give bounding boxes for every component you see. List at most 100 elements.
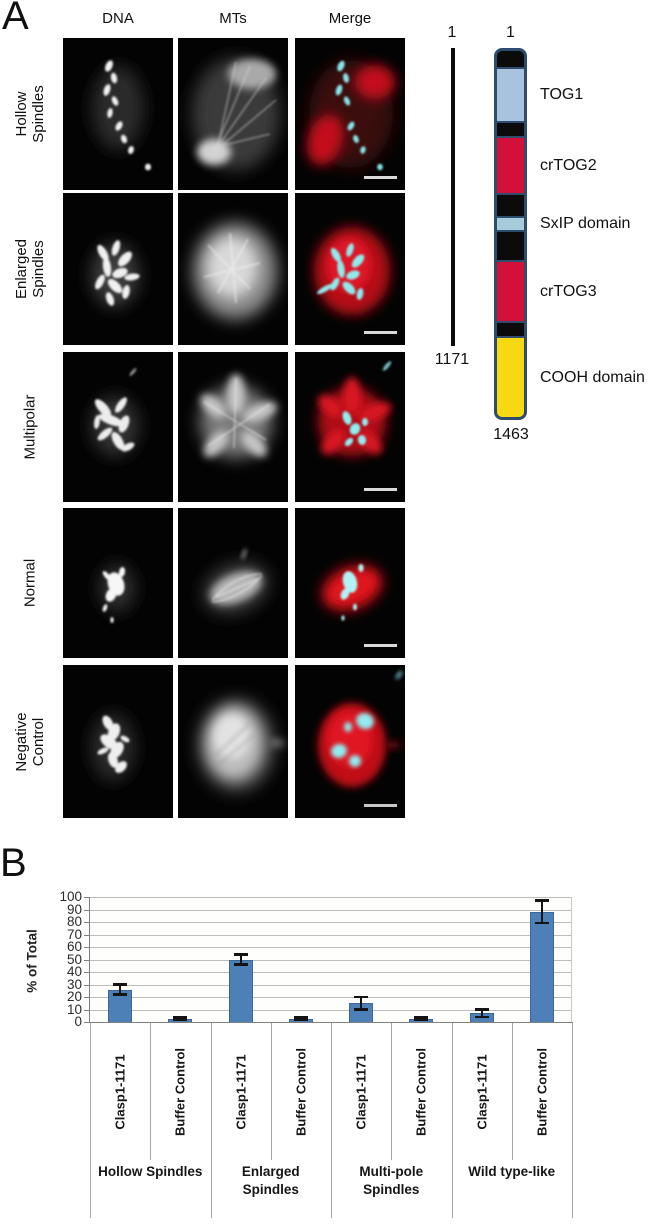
y-tick-mark-100 [84,897,89,898]
micrograph-hollow-spindles-mts [178,38,288,190]
y-tick-label-50: 50 [66,951,82,967]
x-axis-line [89,1022,573,1023]
reference-bar-end-number: 1171 [434,351,470,368]
y-tick-mark-50 [84,959,89,961]
micrograph-normal-merge [295,508,405,658]
domain-bar-start-number: 1 [506,24,515,41]
error-bar-cap-top-7 [534,899,549,902]
category-label-text-0: Clasp1-1171 [112,1054,128,1130]
micrograph-negative-control-merge [295,665,405,818]
group-label-wild-type-like: Wild type-like [468,1164,556,1179]
y-tick-mark-30 [84,984,89,986]
gridline-40 [90,972,571,973]
category-divider-1 [150,1023,152,1160]
y-tick-mark-20 [84,997,89,998]
domain-segment-linker-4 [497,195,524,216]
error-bar-cap-top-1 [173,1016,188,1019]
group-divider-1 [210,1023,212,1218]
micrograph-multipolar-dna [63,352,173,502]
y-tick-label-10: 10 [66,1001,82,1017]
error-bar-cap-top-0 [113,983,128,986]
error-bar-cap-top-4 [354,995,369,998]
group-label-enlarged-spindles: Enlarged Spindles [241,1164,300,1198]
gridline-20 [90,997,571,998]
micrograph-hollow-spindles-merge [295,38,405,190]
row-label-normal: Normal [21,558,39,608]
category-label-7: Buffer Control [512,1028,572,1156]
domain-label-crtog2: crTOG2 [540,156,597,174]
bar-chart-plot-area [90,897,572,1022]
category-label-4: Clasp1-1171 [331,1028,391,1156]
category-label-5: Buffer Control [391,1028,451,1156]
protein-domain-bar [494,48,527,420]
gridline-70 [90,934,571,936]
row-label-hollow-spindles: Hollow Spindles [13,85,47,143]
category-label-text-2: Clasp1-1171 [233,1054,249,1130]
y-tick-label-60: 60 [66,939,82,954]
domain-segment-linker-0 [497,51,524,67]
group-divider-3 [451,1023,453,1218]
domain-label-cooh-domain: COOH domain [540,368,645,386]
micrograph-normal-mts [178,508,288,658]
category-divider-3 [270,1023,272,1160]
column-header-dna: DNA [102,10,134,27]
gridline-50 [90,959,571,961]
category-label-1: Buffer Control [150,1028,210,1156]
y-tick-mark-90 [84,909,89,911]
error-bar-cap-bottom-3 [293,1018,308,1022]
micrograph-negative-control-mts [178,665,288,818]
y-tick-mark-80 [84,922,89,923]
category-label-text-6: Clasp1-1171 [474,1054,490,1130]
y-tick-label-80: 80 [66,914,82,929]
error-bar-cap-top-3 [293,1016,308,1019]
column-header-mts: MTs [219,10,247,27]
scale-bar [364,331,397,334]
category-divider-5 [391,1023,393,1160]
bar-buffer-control-7 [529,912,554,1022]
domain-label-crtog3: crTOG3 [540,282,597,300]
panel-b-label: B [0,841,27,885]
micrograph-enlarged-spindles-merge [295,193,405,345]
y-tick-mark-0 [84,1022,89,1023]
group-label-multi-pole-spindles: Multi-pole Spindles [359,1164,424,1198]
category-label-3: Buffer Control [271,1028,331,1156]
domain-segment-linker-8 [497,323,524,336]
group-divider-0 [90,1023,91,1218]
error-bar-line-6 [480,1009,483,1017]
micrograph-multipolar-mts [178,352,288,502]
y-tick-mark-70 [84,934,89,936]
y-tick-mark-60 [84,947,89,948]
domain-segment-sxip-domain [497,218,524,230]
error-bar-cap-bottom-5 [414,1018,429,1022]
micrograph-normal-dna [63,508,173,658]
error-bar-line-4 [360,997,363,1010]
error-bar-cap-top-5 [414,1016,429,1019]
micrograph-enlarged-spindles-mts [178,193,288,345]
reference-bar-start-number: 1 [447,24,457,41]
bar-clasp1-1171-2 [228,959,253,1022]
gridline-100 [90,897,571,898]
domain-segment-tog1 [497,69,524,121]
error-bar-cap-top-2 [233,953,248,956]
y-tick-mark-10 [84,1009,89,1011]
group-divider-4 [572,1023,573,1218]
domain-segment-crtog3 [497,262,524,321]
y-tick-mark-40 [84,972,89,973]
column-header-merge: Merge [328,10,372,27]
error-bar-cap-bottom-7 [534,921,549,925]
error-bar-cap-bottom-4 [354,1008,369,1011]
category-label-text-5: Buffer Control [413,1047,429,1137]
y-tick-label-90: 90 [66,901,82,917]
category-label-0: Clasp1-1171 [90,1028,150,1156]
domain-segment-cooh-domain [497,338,524,417]
row-label-negative-control: Negative Control [13,711,47,772]
error-bar-cap-bottom-0 [113,993,128,996]
row-label-enlarged-spindles: Enlarged Spindles [13,238,47,300]
gridline-90 [90,909,571,911]
reference-bar [451,48,455,346]
scale-bar [364,176,397,179]
error-bar-line-0 [119,984,122,995]
y-axis-title: % of Total [24,929,40,993]
category-label-text-3: Buffer Control [293,1047,309,1137]
gridline-60 [90,947,571,948]
